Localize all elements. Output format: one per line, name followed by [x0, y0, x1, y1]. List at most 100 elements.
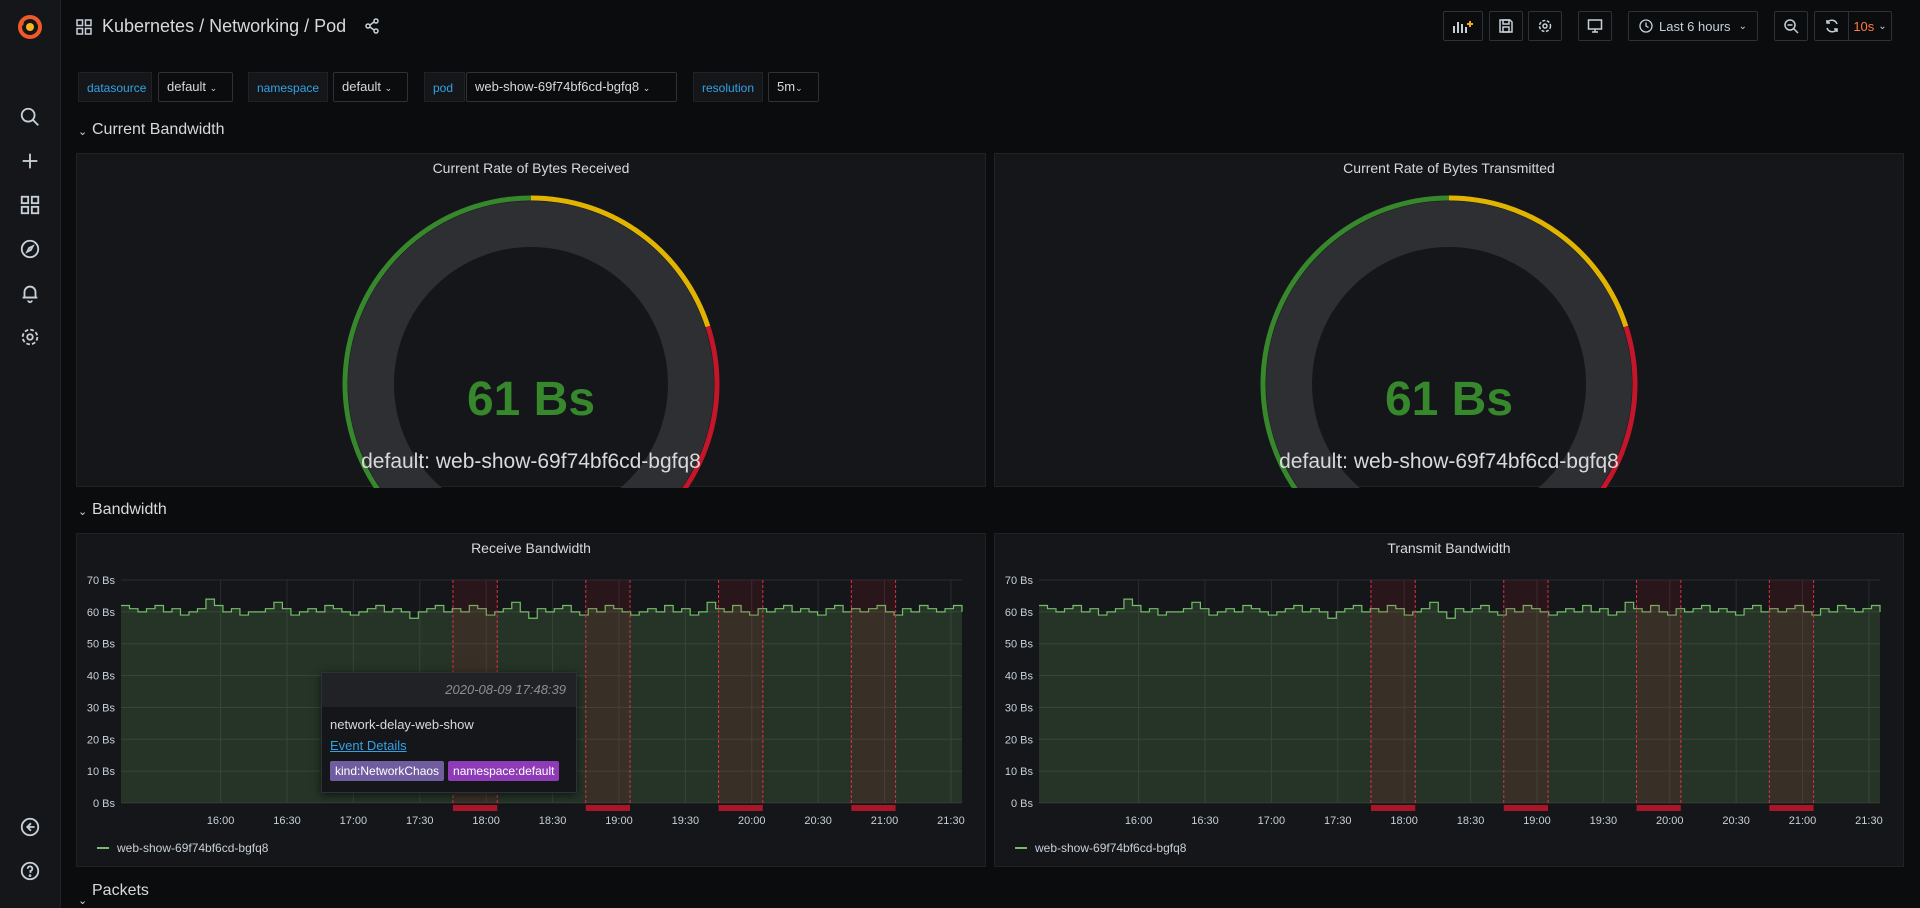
x-tick-label: 16:00: [207, 815, 235, 827]
gauge-value: 61 Bs: [1384, 373, 1514, 426]
refresh-button[interactable]: [1814, 11, 1848, 41]
annotation-marker: [851, 805, 896, 811]
variable-select-datasource[interactable]: default ⌄: [158, 72, 233, 102]
y-tick-label: 30 Bs: [87, 702, 116, 714]
y-tick-label: 30 Bs: [1005, 702, 1034, 714]
create-plus-icon[interactable]: [18, 149, 42, 173]
row-title-current-bandwidth[interactable]: Current Bandwidth: [92, 121, 225, 138]
annotation-tag[interactable]: namespace:default: [448, 761, 560, 781]
series-area: [1039, 599, 1880, 803]
search-icon[interactable]: [18, 105, 42, 129]
x-tick-label: 19:30: [1590, 815, 1618, 827]
annotation-marker: [1503, 805, 1549, 811]
legend-item[interactable]: web-show-69f74bf6cd-bgfq8: [1015, 841, 1186, 855]
cycle-view-mode-button[interactable]: [1578, 11, 1612, 41]
dashboards-icon[interactable]: [18, 193, 42, 217]
annotation-region: [718, 580, 763, 803]
x-tick-label: 20:30: [1722, 815, 1750, 827]
legend-label: web-show-69f74bf6cd-bgfq8: [1035, 841, 1187, 855]
sidebar: [0, 0, 61, 908]
x-tick-label: 21:00: [871, 815, 899, 827]
variable-select-pod[interactable]: web-show-69f74bf6cd-bgfq8 ⌄: [466, 72, 677, 102]
dashboard-settings-button[interactable]: [1528, 11, 1562, 41]
alerting-bell-icon[interactable]: [18, 281, 42, 305]
variable-value-resolution: 5m: [777, 79, 796, 94]
x-tick-label: 21:30: [937, 815, 965, 827]
gauge-threshold-arc: [342, 195, 532, 488]
save-dashboard-button[interactable]: [1489, 11, 1523, 41]
annotation-marker: [585, 805, 631, 811]
series-line: [121, 598, 963, 619]
row-title-packets[interactable]: Packets: [92, 882, 149, 899]
panel-title[interactable]: Receive Bandwidth: [471, 540, 591, 556]
y-tick-label: 50 Bs: [87, 639, 116, 651]
y-tick-label: 70 Bs: [87, 575, 116, 587]
grafana-logo-icon[interactable]: [16, 13, 44, 41]
add-panel-button[interactable]: [1443, 11, 1483, 41]
annotation-region: [1503, 580, 1549, 803]
chevron-down-icon: ⌄: [209, 83, 218, 93]
y-tick-label: 10 Bs: [87, 766, 116, 778]
variable-select-namespace[interactable]: default ⌄: [333, 72, 408, 102]
x-tick-label: 21:00: [1789, 815, 1817, 827]
y-tick-label: 50 Bs: [1005, 639, 1034, 651]
annotation-marker: [452, 805, 498, 811]
annotation-region: [1769, 580, 1814, 803]
legend-item[interactable]: web-show-69f74bf6cd-bgfq8: [97, 841, 268, 855]
time-picker-button[interactable]: Last 6 hours ⌄: [1628, 11, 1758, 41]
help-icon[interactable]: [18, 859, 42, 883]
event-details-link[interactable]: Event Details: [330, 738, 407, 753]
variable-select-resolution[interactable]: 5m⌄: [768, 72, 819, 102]
x-tick-label: 17:00: [1258, 815, 1286, 827]
y-tick-label: 40 Bs: [87, 671, 116, 683]
configuration-gear-icon[interactable]: [18, 325, 42, 349]
sign-in-icon[interactable]: [18, 815, 42, 839]
x-tick-label: 18:30: [1457, 815, 1485, 827]
gauge-threshold-arc: [682, 325, 720, 488]
x-tick-label: 20:30: [804, 815, 832, 827]
refresh-interval-picker[interactable]: 10s ⌄: [1848, 11, 1892, 41]
row-collapse-chevron-icon[interactable]: ⌄: [78, 126, 88, 138]
legend-color-swatch: [97, 847, 109, 849]
gauge-threshold-arc: [1448, 195, 1629, 328]
chevron-down-icon: ⌄: [1738, 20, 1747, 32]
breadcrumb[interactable]: Kubernetes / Networking / Pod: [102, 16, 347, 36]
dashboard-grid-icon: [76, 19, 92, 40]
y-tick-label: 70 Bs: [1005, 575, 1034, 587]
explore-compass-icon[interactable]: [18, 237, 42, 261]
annotation-marker: [1370, 805, 1416, 811]
refresh-icon: [1825, 19, 1838, 33]
time-range-label: Last 6 hours: [1659, 18, 1731, 34]
x-tick-label: 20:00: [738, 815, 766, 827]
share-icon[interactable]: [364, 18, 380, 39]
x-tick-label: 18:30: [539, 815, 567, 827]
x-tick-label: 17:30: [406, 815, 434, 827]
chevron-down-icon: ⌄: [384, 83, 393, 93]
annotation-tag[interactable]: kind:NetworkChaos: [330, 761, 445, 781]
row-collapse-chevron-icon[interactable]: ⌄: [78, 895, 88, 907]
panel-title[interactable]: Current Rate of Bytes Transmitted: [1343, 160, 1555, 176]
y-tick-label: 20 Bs: [87, 734, 116, 746]
y-tick-label: 40 Bs: [1005, 671, 1034, 683]
variable-label-pod: pod: [424, 72, 465, 102]
x-tick-label: 19:00: [1523, 815, 1551, 827]
row-collapse-chevron-icon[interactable]: ⌄: [78, 506, 88, 518]
panel-title[interactable]: Current Rate of Bytes Received: [432, 160, 630, 176]
monitor-icon: [1587, 19, 1603, 33]
gauge-track: [348, 201, 714, 488]
x-tick-label: 16:30: [1191, 815, 1219, 827]
gauge-transmitted: [1260, 195, 1638, 488]
save-icon: [1499, 19, 1513, 33]
row-title-bandwidth[interactable]: Bandwidth: [92, 501, 167, 518]
transmit-bandwidth-chart[interactable]: 0 Bs 10 Bs 20 Bs 30 Bs 40 Bs 50 Bs 60 Bs 70 Bs 1…: [995, 534, 1905, 868]
x-tick-label: 17:30: [1324, 815, 1352, 827]
annotation-marker: [718, 805, 763, 811]
y-tick-label: 10 Bs: [1005, 766, 1034, 778]
gear-icon: [1538, 19, 1552, 33]
y-tick-label: 20 Bs: [1005, 734, 1034, 746]
x-tick-label: 16:30: [273, 815, 301, 827]
zoom-out-button[interactable]: [1774, 11, 1808, 41]
legend-label: web-show-69f74bf6cd-bgfq8: [117, 841, 269, 855]
panel-title[interactable]: Transmit Bandwidth: [1387, 540, 1511, 556]
chevron-down-icon: ⌄: [1878, 20, 1887, 32]
